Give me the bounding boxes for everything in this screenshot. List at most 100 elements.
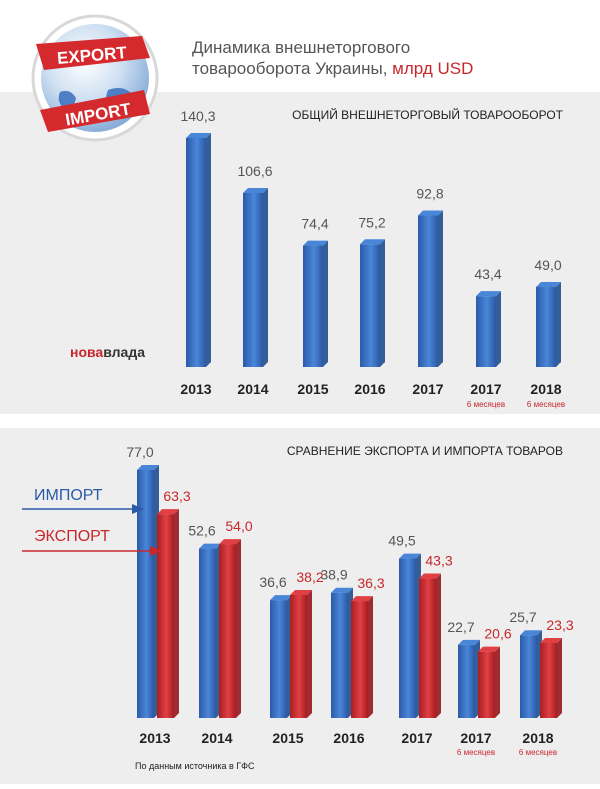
chart2-bar-import-front: [399, 558, 416, 718]
chart2-bar-export-side: [174, 509, 179, 718]
chart2-bar-import-top: [270, 595, 292, 601]
chart2-bar-import: [331, 587, 353, 718]
chart2-category-label: 2017: [460, 730, 491, 746]
chart2-bar-import-top: [331, 587, 353, 593]
chart2-bar-import-front: [458, 644, 475, 718]
chart1-value-label: 74,4: [301, 216, 328, 232]
chart2-category-label: 2014: [201, 730, 232, 746]
chart1-category-label: 2018: [530, 381, 561, 397]
chart2-category-label: 2015: [272, 730, 303, 746]
chart1-title: ОБЩИЙ ВНЕШНЕТОРГОВЫЙ ТОВАРООБОРОТ: [292, 107, 564, 122]
chart1-bar-side: [438, 210, 443, 367]
chart2-bar-export-side: [368, 596, 373, 718]
page-title-line2: товарооборота Украины, млрд USD: [192, 59, 473, 78]
chart2-import-value-label: 77,0: [126, 444, 153, 460]
chart1-bar: [360, 239, 385, 367]
chart1-bar-front: [536, 287, 556, 367]
chart1-bar-front: [476, 296, 496, 367]
chart2-bar-export: [540, 637, 562, 718]
chart1-value-label: 92,8: [416, 186, 443, 202]
chart2-title: СРАВНЕНИЕ ЭКСПОРТА И ИМПОРТА ТОВАРОВ: [287, 444, 563, 458]
chart2-bar-export-side: [557, 637, 562, 718]
chart2-bar-import: [199, 543, 221, 718]
chart2-export-value-label: 20,6: [484, 626, 511, 642]
chart1-bar-side: [496, 291, 501, 367]
chart1-bar-side: [323, 240, 328, 367]
chart1-plot: 140,3 2013 106,6 2014 74,4 2015 75,2 2016 92,8 20…: [180, 108, 565, 409]
chart2-bar-export-front: [540, 642, 557, 718]
chart2-bar-export: [290, 589, 312, 718]
chart2-export-value-label: 38,2: [296, 569, 323, 585]
chart2-category-label: 2018: [522, 730, 553, 746]
chart1-bar: [418, 210, 443, 367]
chart2-sublabel: 6 месяцев: [519, 748, 557, 757]
chart2-import-value-label: 49,5: [388, 533, 415, 549]
chart1-bar-front: [418, 215, 438, 367]
legend-import-label: ИМПОРТ: [34, 487, 103, 504]
chart1-bar-side: [263, 188, 268, 367]
brand-part2: влада: [103, 344, 145, 360]
chart2-bar-export: [351, 596, 373, 718]
chart1-bar-top: [476, 291, 501, 297]
chart2-bar-export-top: [478, 646, 500, 652]
chart1-bar-top: [418, 210, 443, 216]
chart2-bar-export-top: [540, 637, 562, 643]
chart2-bar-export-top: [419, 573, 441, 579]
import-ribbon-icon: [40, 90, 150, 132]
chart2-bar-export-front: [157, 514, 174, 718]
legend-export-arrowhead-icon: [150, 546, 162, 556]
chart2-bar-export-side: [307, 589, 312, 718]
chart2-export-value-label: 23,3: [546, 617, 573, 633]
chart2-plot: 77,0 63,3 2013 52,6 54,0 2014 36,6 38,2 2015 38,9…: [126, 444, 573, 757]
chart1-value-label: 49,0: [534, 257, 561, 273]
chart1-bar-top: [243, 188, 268, 194]
page-title-unit: млрд USD: [392, 59, 473, 78]
chart2-sublabel: 6 месяцев: [457, 748, 495, 757]
chart1-bar-side: [206, 133, 211, 367]
chart2-bar-import: [399, 553, 421, 718]
chart2-bar-export-front: [290, 594, 307, 718]
chart2-bar-import-front: [270, 600, 287, 718]
chart2-bar-export-side: [236, 539, 241, 718]
chart2-bar-export-front: [419, 578, 436, 718]
chart2-bar-import-top: [137, 465, 159, 470]
brand-part1: нова: [70, 344, 103, 360]
chart2-category-label: 2013: [139, 730, 170, 746]
chart1-value-label: 43,4: [474, 266, 501, 282]
chart2-export-value-label: 36,3: [357, 575, 384, 591]
legend-export-label: ЭКСПОРТ: [34, 528, 110, 545]
chart1-bar: [476, 291, 501, 367]
chart1-bar-front: [360, 244, 380, 367]
chart1-bar: [303, 240, 328, 367]
chart2-bar-export: [219, 539, 241, 718]
chart2-export-value-label: 43,3: [425, 553, 452, 569]
chart1-sublabel: 6 месяцев: [467, 400, 505, 409]
chart1-category-label: 2014: [237, 381, 268, 397]
chart2-bar-export-top: [219, 539, 241, 545]
chart2-bar-import-front: [137, 470, 154, 718]
chart1-value-label: 140,3: [180, 108, 215, 124]
chart1-bar-top: [360, 239, 385, 245]
chart2-bar-export: [419, 573, 441, 718]
chart1-bar-top: [303, 240, 328, 246]
chart2-bar-export: [157, 509, 179, 718]
source-note: По данным источника в ГФС: [135, 761, 255, 771]
chart2-import-value-label: 38,9: [320, 567, 347, 583]
chart1-category-label: 2017: [412, 381, 443, 397]
export-ribbon-icon: [36, 36, 150, 70]
legend-import-arrowhead-icon: [132, 504, 144, 514]
chart1-sublabel: 6 месяцев: [527, 400, 565, 409]
chart1-bar-front: [243, 193, 263, 367]
chart1-bar: [536, 282, 561, 367]
chart2-category-label: 2016: [333, 730, 364, 746]
chart1-category-label: 2015: [297, 381, 328, 397]
chart2-bar-export: [478, 646, 500, 718]
chart2-bar-export-top: [157, 509, 179, 515]
chart1-value-label: 106,6: [237, 163, 272, 179]
chart2-bar-import: [458, 639, 480, 718]
chart2-bar-import: [270, 595, 292, 718]
chart1-value-label: 75,2: [358, 214, 385, 230]
chart1-category-label: 2017: [470, 381, 501, 397]
chart2-bar-import-front: [520, 635, 537, 718]
chart1-category-label: 2016: [354, 381, 385, 397]
